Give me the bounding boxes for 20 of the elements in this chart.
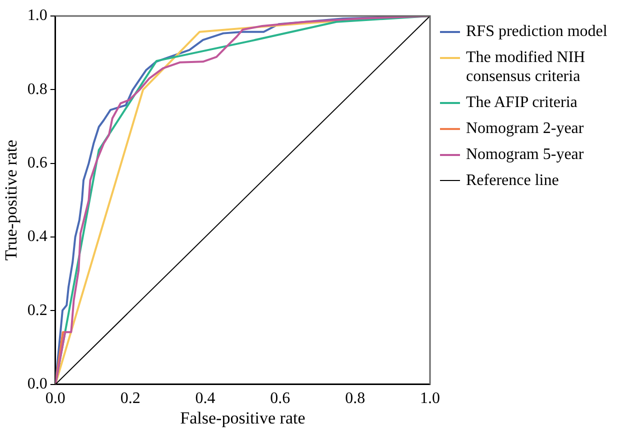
y-tick-label: 0.8	[27, 80, 48, 98]
x-axis-title: False-positive rate	[180, 408, 306, 428]
legend-label: The AFIP criteria	[466, 93, 578, 112]
legend-label: Reference line	[466, 171, 559, 190]
y-tick-label: 0.2	[27, 302, 48, 319]
y-tick-label: 0.0	[27, 376, 48, 393]
y-axis-title: True-positive rate	[2, 140, 21, 261]
x-tick-label: 1.0	[420, 390, 440, 408]
legend-label: Nomogram 5-year	[466, 145, 584, 164]
x-tick-label: 0.4	[195, 390, 216, 408]
legend-label: Nomogram 2-year	[466, 119, 584, 138]
legend-label: RFS prediction model	[466, 22, 608, 41]
legend-label: The modified NIH consensus criteria	[466, 48, 586, 86]
y-tick-label: 0.6	[27, 154, 48, 172]
x-tick-label: 0.2	[120, 390, 140, 408]
x-tick-label: 0.8	[345, 390, 366, 408]
y-tick-label: 1.0	[27, 7, 48, 24]
x-tick-label: 0.6	[270, 390, 290, 408]
y-tick-label: 0.4	[27, 228, 48, 246]
x-tick-label: 0.0	[45, 390, 66, 408]
